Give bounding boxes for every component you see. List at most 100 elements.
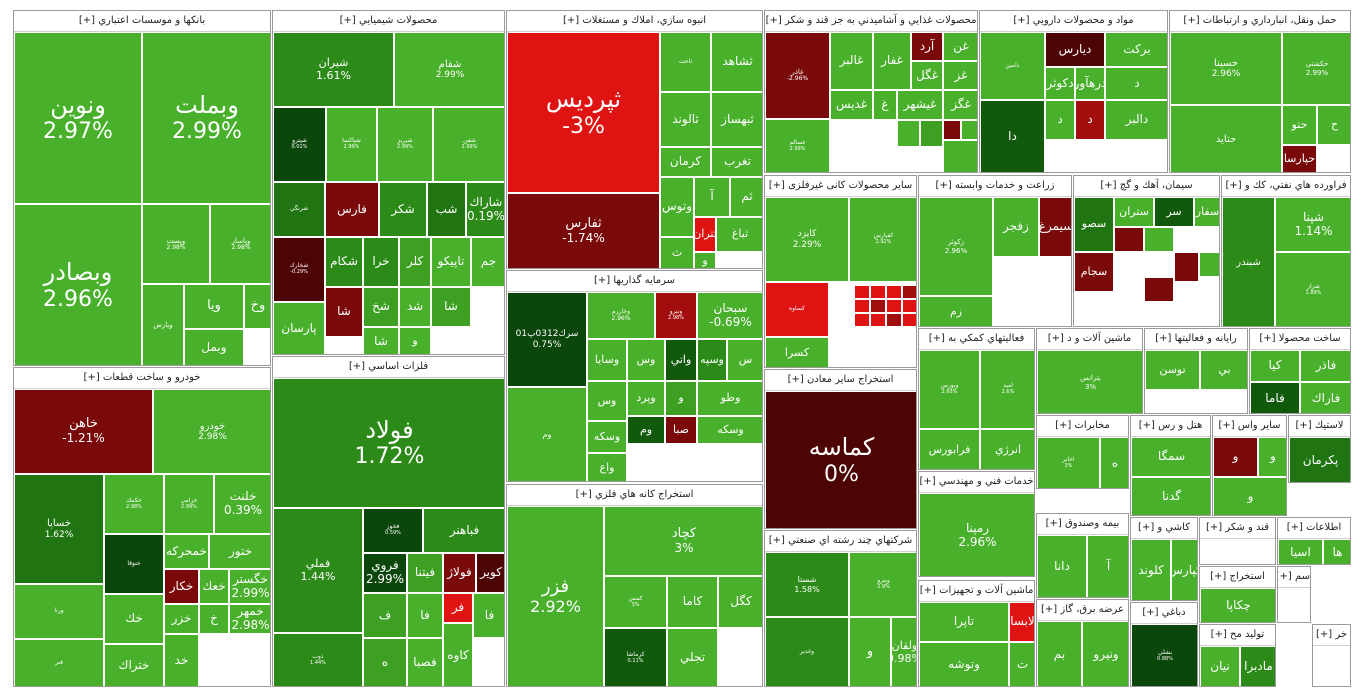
stock-tile[interactable]: جم (471, 237, 504, 287)
stock-tile[interactable]: ثاخت (660, 32, 711, 92)
sector-23[interactable]: ساير واس [+] و و و (1212, 415, 1287, 516)
stock-tile[interactable]: ح (1317, 105, 1350, 145)
stock-tile[interactable]: سصو (1074, 197, 1114, 252)
expand-icon[interactable]: [+] (919, 585, 940, 596)
stock-tile[interactable]: كساوه (765, 282, 829, 337)
stock-tile[interactable]: و (694, 252, 716, 268)
sector-header[interactable]: محصولات غذايي و آشاميدني به جز قند و شكر… (765, 11, 977, 32)
stock-tile[interactable]: سرك0312پ01 0.75% (507, 292, 587, 387)
expand-icon[interactable]: [+] (83, 372, 103, 383)
stock-tile-small[interactable] (854, 299, 870, 313)
stock-tile[interactable]: كاوه (443, 623, 473, 686)
sector-4[interactable]: محصولات غذايي و آشاميدني به جز قند و شكر… (764, 10, 978, 173)
stock-tile[interactable]: شخارك -0.29% (273, 237, 325, 302)
stock-tile[interactable]: درهآور (1075, 67, 1105, 100)
expand-icon[interactable]: [+] (1183, 15, 1203, 26)
stock-tile[interactable]: بم (1037, 621, 1082, 686)
stock-tile[interactable]: شكام (325, 237, 363, 287)
sector-header[interactable]: رايانه و فعاليتها [+] (1145, 329, 1247, 350)
stock-tile[interactable]: شب (427, 182, 466, 237)
stock-tile[interactable]: ث (660, 237, 694, 268)
stock-tile[interactable]: خمهر 2.98% (229, 604, 270, 634)
stock-tile[interactable]: د (1105, 67, 1167, 100)
stock-tile[interactable]: تغرب (711, 147, 762, 177)
sector-33[interactable]: استخراج [+] چكاپا (1199, 566, 1276, 623)
expand-icon[interactable]: [+] (562, 15, 583, 26)
stock-tile[interactable]: سفار (1194, 197, 1219, 227)
sector-header[interactable]: سيمان، آهك و گچ [+] (1074, 176, 1219, 197)
stock-tile[interactable]: فرابورس (919, 429, 980, 469)
stock-tile[interactable]: خمحركه (164, 534, 209, 569)
expand-icon[interactable]: [+] (1138, 522, 1158, 533)
stock-tile[interactable]: ثم (730, 177, 762, 217)
stock-tile-small[interactable] (1174, 252, 1199, 282)
stock-tile[interactable]: فولاژ (443, 553, 476, 593)
stock-tile[interactable]: شستا 1.58% (765, 552, 849, 617)
stock-tile[interactable]: وم (627, 416, 665, 444)
stock-tile-small[interactable] (902, 313, 916, 327)
stock-tile-small[interactable] (943, 140, 977, 172)
expand-icon[interactable]: [+] (78, 15, 99, 26)
stock-tile[interactable]: كپارس (1171, 539, 1197, 600)
expand-icon[interactable]: [+] (575, 489, 595, 500)
expand-icon[interactable]: [+] (1210, 571, 1230, 582)
stock-tile[interactable]: فاراك (1300, 382, 1350, 413)
sector-header[interactable]: ساخت محصولا [+] (1250, 329, 1350, 350)
stock-tile[interactable]: وغدير (765, 617, 849, 686)
stock-tile[interactable]: فروي 2.99% (363, 553, 407, 593)
stock-tile[interactable]: ولقان0.98% (891, 617, 916, 686)
stock-tile-small[interactable] (870, 299, 886, 313)
stock-tile[interactable]: تاپيكو (431, 237, 471, 287)
stock-tile[interactable]: ثپرديس -3% (507, 32, 660, 193)
expand-icon[interactable]: [+] (765, 15, 785, 26)
sector-header[interactable]: سرمايه گذاريها [+] (507, 271, 762, 292)
stock-tile[interactable]: خساپا 1.62% (14, 474, 104, 584)
sector-header[interactable]: مخابرات [+] (1037, 416, 1128, 437)
stock-tile[interactable]: فصبا (407, 638, 443, 686)
stock-tile[interactable]: دكوثر (1045, 67, 1075, 100)
stock-tile[interactable]: غفار (873, 32, 911, 90)
stock-tile[interactable]: كايزد 2.29% (765, 197, 849, 282)
sector-11[interactable]: فراورده هاي نفتي، كك و [+] شبندر شپنا 1.14%… (1221, 175, 1351, 327)
sector-9[interactable]: سایر محصولات کانی غیرفلزی [+] كايزد 2.29% ك… (764, 175, 917, 368)
sector-header[interactable]: سم [+] (1278, 567, 1310, 588)
stock-tile[interactable]: ويا (184, 284, 244, 329)
expand-icon[interactable]: [+] (768, 535, 789, 546)
stock-tile[interactable]: خرامي 2.99% (164, 474, 214, 534)
stock-tile[interactable]: بركت (1105, 32, 1167, 67)
stock-tile[interactable]: كسرا (765, 337, 829, 367)
sector-24[interactable]: لاستيك [+] پكرمان (1288, 415, 1351, 483)
sector-31[interactable]: عرضه برق، گاز [+] بم ونيرو (1036, 599, 1129, 687)
stock-tile[interactable]: خرا (363, 237, 399, 287)
stock-tile[interactable]: شرنگي (273, 182, 325, 237)
sector-header[interactable]: عرضه برق، گاز [+] (1037, 600, 1128, 621)
stock-tile-small[interactable] (920, 120, 943, 147)
stock-tile[interactable]: دانا (1037, 535, 1087, 597)
expand-icon[interactable]: [+] (1142, 607, 1162, 618)
stock-tile[interactable]: ذوب 1.44% (273, 633, 363, 686)
sector-22[interactable]: هتل و رس [+] سمگا گدنا (1130, 415, 1211, 516)
expand-icon[interactable]: [+] (787, 374, 807, 385)
stock-tile[interactable]: ستران (1114, 197, 1154, 227)
expand-icon[interactable]: [+] (928, 333, 949, 344)
stock-tile-small[interactable] (886, 313, 902, 327)
stock-tile[interactable]: وسكه (587, 421, 627, 453)
sector-28[interactable]: قند و شكر [+] (1199, 517, 1276, 565)
stock-tile[interactable]: آ (694, 177, 730, 217)
stock-tile[interactable]: وس (627, 339, 665, 381)
stock-tile[interactable]: ونيرو (1082, 621, 1128, 686)
expand-icon[interactable]: [+] (1100, 180, 1120, 191)
expand-icon[interactable]: [+] (593, 275, 614, 286)
sector-15[interactable]: استخراج ساير معادن [+] كماسه 0% (764, 369, 917, 529)
stock-tile[interactable]: خكار (164, 569, 199, 604)
stock-tile[interactable]: شكر (379, 182, 427, 237)
stock-tile[interactable]: ونوین 2.97% (14, 32, 142, 204)
stock-tile[interactable]: ثتران (694, 217, 716, 252)
stock-tile[interactable]: وم (507, 387, 587, 481)
stock-tile[interactable]: خلنت 0.39% (214, 474, 270, 534)
stock-tile-small[interactable] (1144, 277, 1174, 302)
stock-tile[interactable]: ثالوند (660, 92, 711, 147)
stock-tile[interactable]: غگز (943, 90, 977, 120)
stock-tile-small[interactable] (886, 285, 902, 299)
expand-icon[interactable]: [+] (935, 180, 955, 191)
